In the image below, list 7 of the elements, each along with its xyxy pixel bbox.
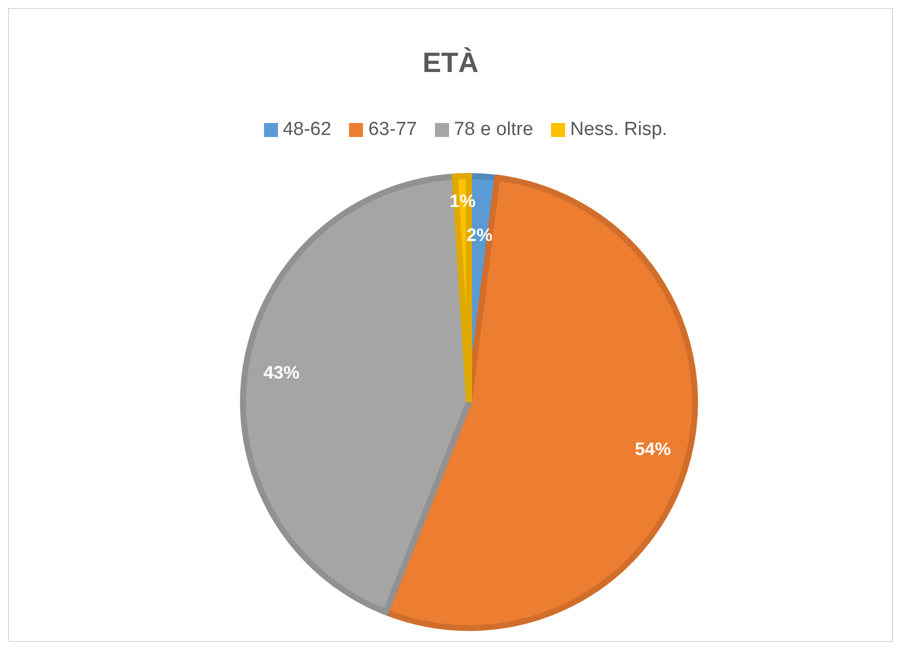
legend-label: 78 e oltre (454, 119, 534, 141)
chart-title: ETÀ (422, 47, 480, 79)
legend-label: Ness. Risp. (570, 119, 668, 141)
legend-label: 48-62 (282, 119, 332, 141)
data-label: 43% (263, 362, 300, 382)
legend-label: 63-77 (368, 119, 417, 141)
data-label: 54% (634, 439, 671, 460)
